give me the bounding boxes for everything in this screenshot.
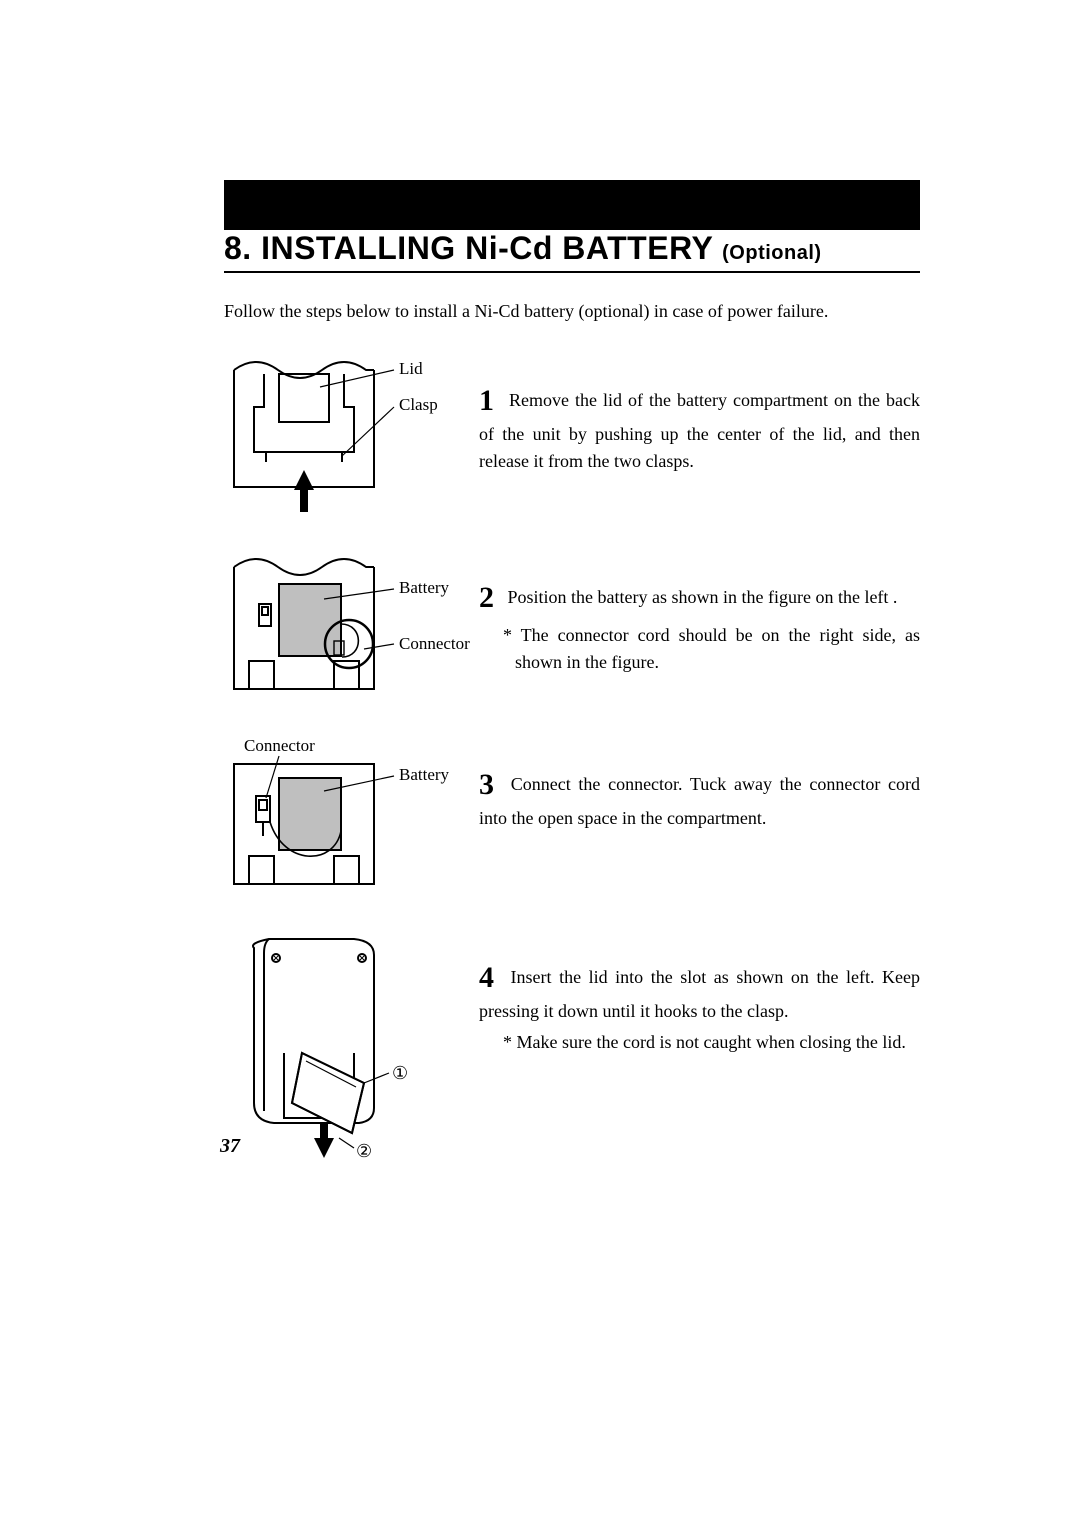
figure4-marker-2: ② [356,1141,372,1161]
figure1-label-clasp: Clasp [399,395,438,414]
step-4-body: Insert the lid into the slot as shown on… [479,967,920,1021]
step-2-note: * The connector cord should be on the ri… [503,622,920,678]
step-2-text: 2 Position the battery as shown in the f… [479,549,920,677]
intro-text: Follow the steps below to install a Ni-C… [224,301,920,322]
step-row-3: Connector [224,736,920,911]
step-3-text: 3 Connect the connector. Tuck away the c… [479,736,920,832]
step-2-number: 2 [479,575,503,622]
step-1-number: 1 [479,378,503,425]
step-3-body: Connect the connector. Tuck away the con… [479,774,920,828]
step-1-text: 1 Remove the lid of the battery compartm… [479,352,920,476]
figure4-marker-1: ① [392,1063,408,1083]
figure1-label-lid: Lid [399,359,423,378]
step-2-body: Position the battery as shown in the fig… [508,587,898,607]
step-row-1: Lid Clasp 1 Remove the lid of the batter… [224,352,920,527]
section-title-suffix: (Optional) [722,242,821,264]
figure-1: Lid Clasp [224,352,479,527]
section-title-row: 8. INSTALLING Ni-Cd BATTERY (Optional) [224,230,920,273]
section-number: 8. [224,230,252,266]
manual-page: 8. INSTALLING Ni-Cd BATTERY (Optional) F… [0,0,1080,1528]
step-4-text: 4 Insert the lid into the slot as shown … [479,933,920,1057]
page-number: 37 [220,1135,240,1158]
step-4-note: * Make sure the cord is not caught when … [503,1029,920,1057]
figure3-label-battery: Battery [399,765,450,784]
step-row-4: ① ② 4 Insert the lid into the slot as sh… [224,933,920,1168]
figure2-label-connector: Connector [399,634,470,653]
figure3-label-connector: Connector [244,736,315,755]
step-4-number: 4 [479,955,503,1002]
step-3-number: 3 [479,762,503,809]
section-title: 8. INSTALLING Ni-Cd BATTERY (Optional) [224,230,822,266]
figure-4: ① ② [224,933,479,1168]
figure-3: Connector [224,736,479,911]
figure2-label-battery: Battery [399,578,450,597]
section-title-main: INSTALLING Ni-Cd BATTERY [261,230,713,266]
figure-2: Battery Connector [224,549,479,714]
step-1-body: Remove the lid of the battery compartmen… [479,390,920,471]
step-row-2: Battery Connector 2 Position the battery… [224,549,920,714]
header-black-bar [224,180,920,230]
